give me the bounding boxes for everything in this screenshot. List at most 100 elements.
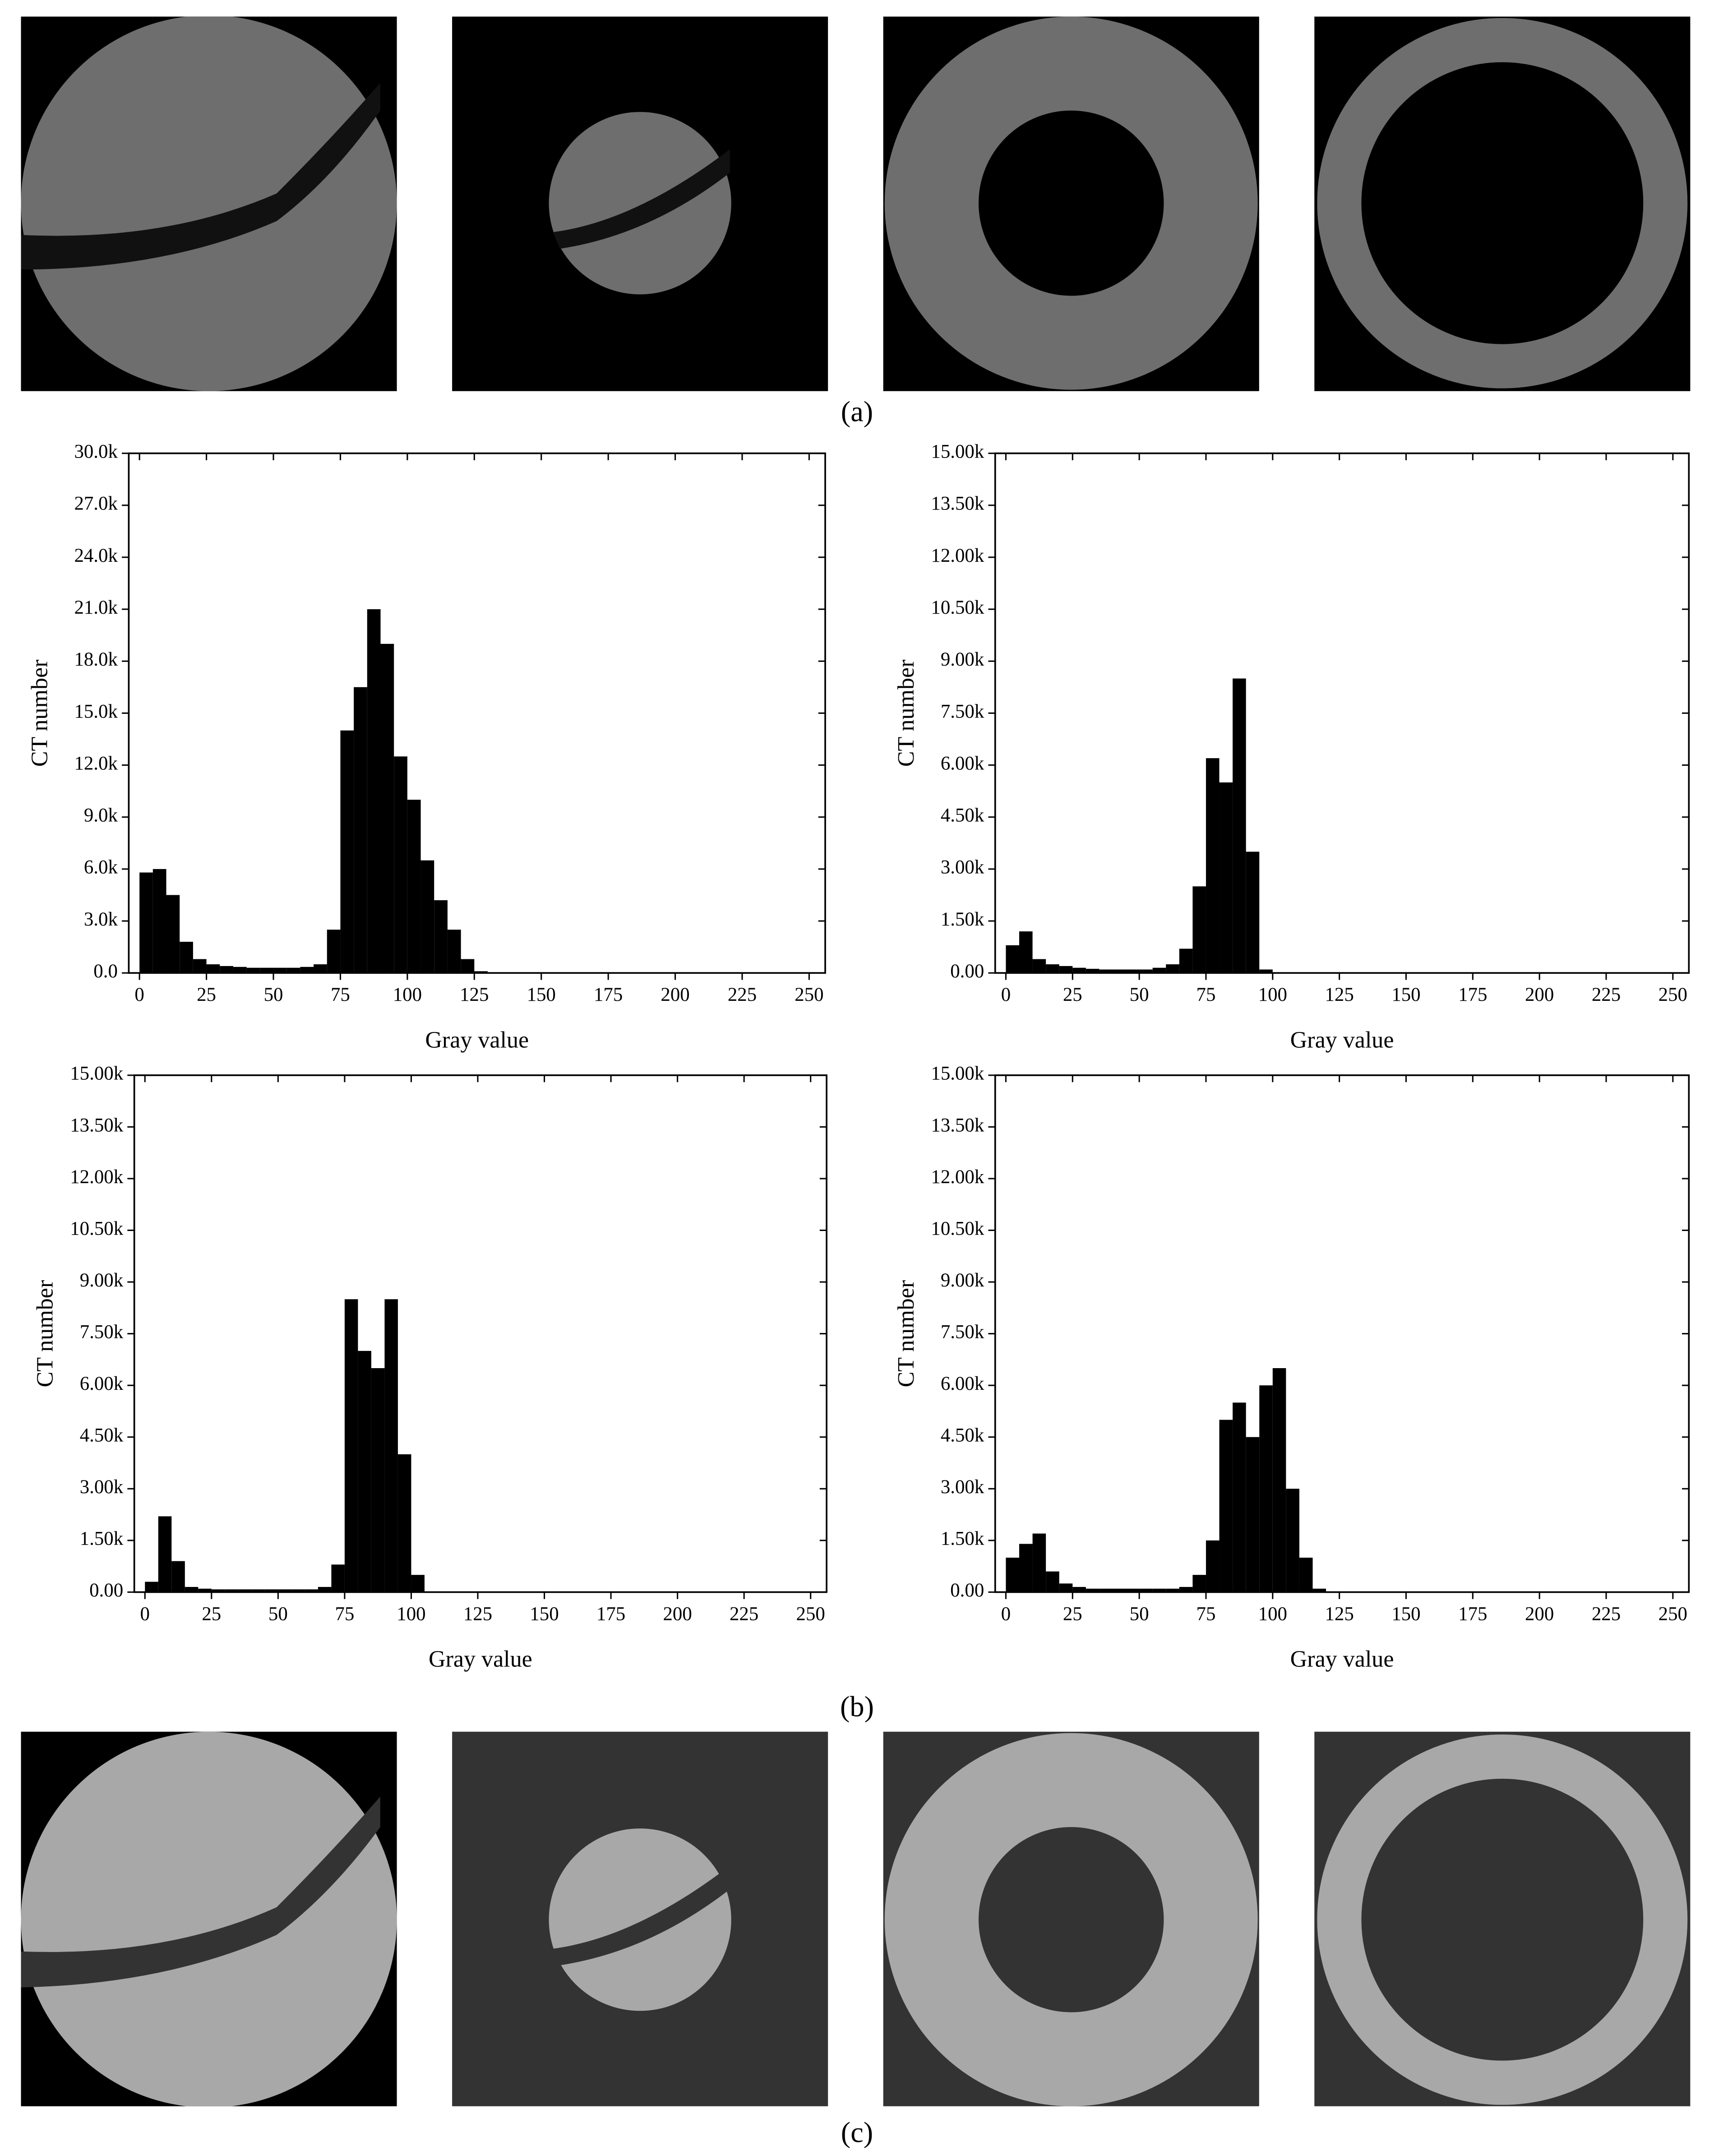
bar <box>1126 1588 1140 1592</box>
y-tick-label: 15.00k <box>931 1063 984 1084</box>
bar <box>447 930 461 973</box>
x-tick-label: 175 <box>1458 1603 1487 1624</box>
y-tick-label: 21.0k <box>74 597 118 618</box>
x-tick-label: 150 <box>530 1603 559 1624</box>
x-tick-label: 150 <box>1391 984 1420 1005</box>
y-tick-label: 9.00k <box>941 1270 984 1291</box>
y-tick-label: 6.00k <box>80 1373 124 1394</box>
bar <box>225 1589 238 1592</box>
y-tick-label: 13.50k <box>931 1115 984 1136</box>
bar <box>1219 1420 1233 1592</box>
x-tick-label: 200 <box>663 1603 692 1624</box>
y-tick-label: 0.0 <box>93 961 118 982</box>
x-tick-label: 125 <box>1325 1603 1354 1624</box>
segmented-image <box>1314 1731 1691 2106</box>
plot-frame <box>994 1074 1690 1593</box>
bar <box>1059 966 1073 973</box>
bar <box>139 872 153 973</box>
x-tick-label: 50 <box>264 984 283 1005</box>
bar <box>198 1588 212 1592</box>
y-tick-label: 3.00k <box>941 1476 984 1498</box>
y-tick-label: 0.00 <box>950 1580 984 1601</box>
y-tick-label: 6.00k <box>941 1373 984 1394</box>
bar <box>434 900 448 973</box>
crack <box>553 149 730 249</box>
y-tick-label: 4.50k <box>80 1425 124 1446</box>
y-tick-label: 7.50k <box>941 701 984 722</box>
x-axis-title: Gray value <box>1290 1646 1394 1672</box>
y-tick-label: 15.00k <box>931 441 984 462</box>
bar <box>420 860 434 973</box>
x-tick-label: 100 <box>1258 1603 1287 1624</box>
bar <box>1099 969 1113 973</box>
bar <box>185 1587 199 1592</box>
x-tick-label: 0 <box>140 1603 150 1624</box>
y-tick-label: 7.50k <box>80 1321 124 1342</box>
bar <box>193 959 207 973</box>
y-tick-label: 3.00k <box>941 857 984 878</box>
x-tick-label: 100 <box>393 984 422 1005</box>
bar <box>380 643 394 973</box>
bar <box>264 1589 278 1592</box>
bar <box>474 971 488 973</box>
bar <box>1152 967 1166 973</box>
bar <box>1006 945 1020 973</box>
bar <box>1246 1437 1260 1592</box>
bar <box>1246 851 1260 973</box>
y-axis-title: CT number <box>32 1280 58 1388</box>
y-tick-label: 15.0k <box>74 701 118 722</box>
y-tick-label: 27.0k <box>74 493 118 514</box>
bar <box>1019 1544 1033 1592</box>
bar <box>1046 1571 1059 1592</box>
y-tick-label: 10.50k <box>931 597 984 618</box>
bar <box>300 967 314 973</box>
bar <box>171 1561 185 1592</box>
bar <box>371 1368 385 1592</box>
specimen-ring <box>1317 18 1688 389</box>
bar <box>1286 1489 1299 1592</box>
y-tick-label: 13.50k <box>931 493 984 514</box>
y-tick-label: 12.00k <box>70 1166 123 1188</box>
bar <box>278 1589 291 1592</box>
bar <box>1019 931 1033 973</box>
bar <box>384 1299 398 1592</box>
bar <box>1206 758 1220 973</box>
bar <box>246 967 260 973</box>
bar <box>354 687 367 973</box>
x-tick-label: 175 <box>1458 984 1487 1005</box>
bar <box>1166 1588 1179 1592</box>
bar <box>1233 1402 1246 1592</box>
y-axis-title: CT number <box>893 660 919 767</box>
y-tick-label: 15.00k <box>70 1063 123 1084</box>
bar <box>1206 1540 1220 1592</box>
bar <box>1086 1588 1100 1592</box>
x-tick-label: 175 <box>596 1603 625 1624</box>
y-axis-title: CT number <box>27 660 52 767</box>
bar <box>1032 959 1046 973</box>
bar <box>305 1589 318 1592</box>
y-tick-label: 12.00k <box>931 545 984 566</box>
x-tick-label: 0 <box>1001 984 1011 1005</box>
panel-label: (b) <box>840 1690 874 1722</box>
plot-frame <box>994 452 1690 974</box>
y-tick-label: 9.00k <box>80 1270 124 1291</box>
crack <box>553 1865 730 1966</box>
x-tick-label: 250 <box>795 984 823 1005</box>
bar <box>1046 964 1059 973</box>
bar <box>1139 969 1153 973</box>
bar <box>238 1589 252 1592</box>
bar <box>1112 969 1126 973</box>
x-tick-label: 25 <box>1063 984 1082 1005</box>
plot-frame <box>133 1074 827 1593</box>
plot-frame <box>128 452 826 974</box>
bar <box>394 756 407 973</box>
bar <box>1272 1368 1286 1592</box>
specimen-section <box>21 16 397 391</box>
x-tick-label: 225 <box>728 984 757 1005</box>
y-tick-label: 12.0k <box>74 753 118 774</box>
x-tick-label: 250 <box>796 1603 825 1624</box>
bar <box>411 1575 425 1592</box>
x-tick-label: 125 <box>1325 984 1354 1005</box>
x-tick-label: 125 <box>463 1603 492 1624</box>
